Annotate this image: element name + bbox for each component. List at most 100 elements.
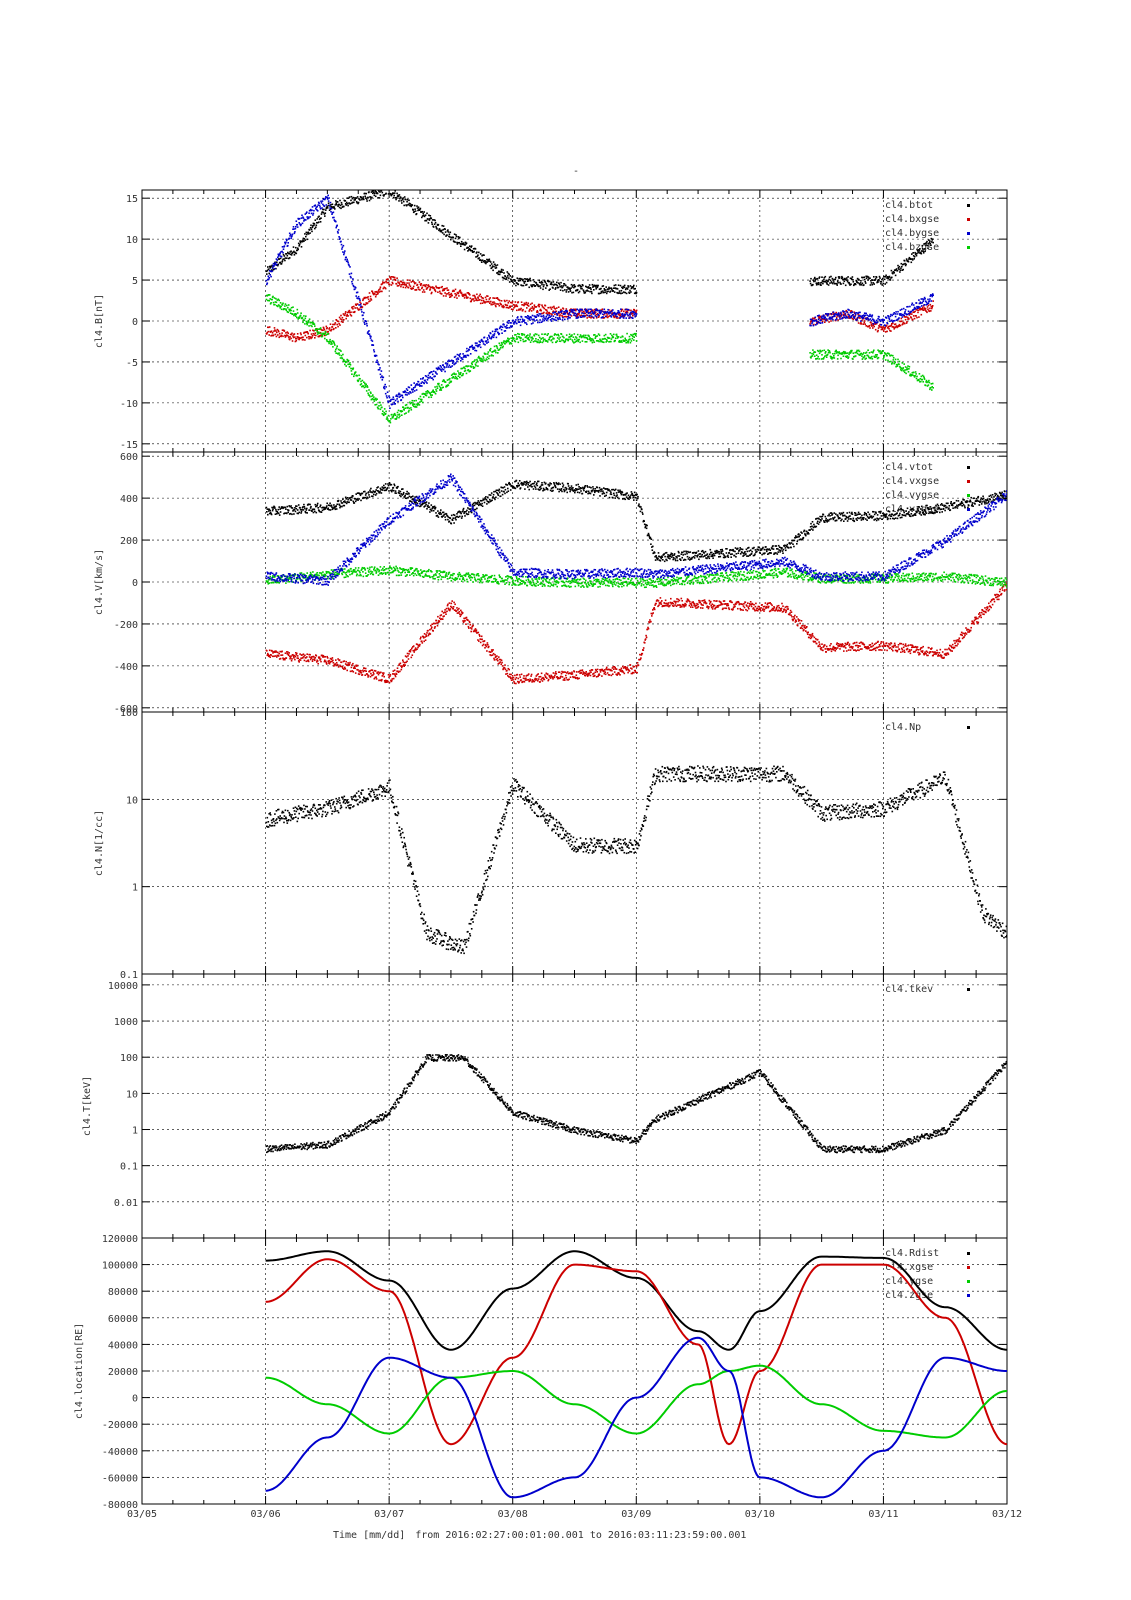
data-point (267, 326, 269, 329)
data-point (293, 232, 296, 235)
data-point (576, 339, 578, 341)
data-point (359, 378, 361, 380)
data-point (606, 311, 609, 313)
data-point (491, 497, 494, 499)
data-point (469, 346, 472, 348)
data-point (843, 350, 845, 353)
data-point (863, 321, 866, 324)
data-point (817, 321, 819, 323)
data-point (834, 352, 836, 355)
data-point (635, 332, 637, 335)
data-point (620, 315, 623, 318)
data-point (362, 385, 365, 387)
legend-label: cl4.vxgse (885, 476, 939, 487)
data-point (602, 290, 604, 292)
data-point (311, 206, 314, 208)
data-point (544, 281, 547, 283)
data-point (607, 312, 610, 314)
data-point (435, 390, 438, 392)
data-point (304, 239, 307, 241)
data-point (931, 307, 933, 310)
data-point (891, 322, 893, 325)
data-point (435, 367, 438, 370)
data-point (524, 340, 526, 343)
data-point (621, 312, 624, 315)
data-point (488, 258, 491, 261)
data-point (565, 315, 567, 318)
data-point (571, 291, 573, 294)
data-point (478, 501, 481, 504)
data-point (335, 348, 337, 351)
data-point (820, 284, 822, 286)
data-point (495, 496, 497, 499)
data-point (295, 220, 298, 222)
data-point (914, 375, 916, 377)
data-point (294, 340, 297, 343)
data-point (333, 341, 335, 344)
data-point (357, 492, 360, 494)
data-point (895, 319, 898, 321)
data-point (497, 493, 499, 495)
data-point (570, 315, 573, 317)
data-point (545, 315, 548, 318)
data-point (440, 370, 443, 372)
data-point (896, 326, 898, 329)
data-point (884, 324, 886, 327)
data-point (447, 289, 450, 291)
data-point (522, 284, 525, 287)
data-point (911, 253, 913, 255)
data-point (602, 313, 604, 315)
data-point (857, 315, 860, 317)
data-point (601, 291, 603, 294)
data-point (405, 493, 407, 495)
data-point (543, 279, 546, 282)
data-point (859, 282, 862, 284)
data-point (547, 333, 549, 335)
data-point (349, 362, 351, 364)
data-point (880, 352, 882, 355)
data-point (268, 512, 271, 515)
legend-marker (967, 508, 970, 511)
data-point (840, 352, 843, 354)
data-point (368, 496, 371, 498)
data-point (468, 349, 471, 351)
data-point (451, 373, 454, 375)
data-point (480, 360, 482, 363)
data-point (319, 217, 321, 220)
data-point (589, 287, 592, 289)
data-point (288, 513, 291, 515)
data-point (379, 288, 381, 290)
data-point (525, 339, 527, 342)
data-point (433, 287, 435, 289)
data-point (349, 266, 351, 268)
data-point (879, 319, 881, 321)
data-point (558, 490, 560, 493)
data-point (608, 286, 610, 289)
data-point (912, 252, 914, 254)
data-point (911, 302, 914, 305)
data-point (307, 216, 309, 218)
data-point (928, 381, 931, 384)
data-point (911, 318, 914, 321)
data-point (487, 259, 489, 261)
data-point (366, 332, 369, 334)
data-point (531, 318, 533, 321)
data-point (377, 490, 380, 492)
data-point (544, 338, 546, 341)
data-point (538, 303, 541, 306)
data-point (575, 340, 578, 343)
data-point (303, 238, 306, 240)
data-point (809, 282, 812, 285)
data-point (514, 487, 517, 490)
data-point (323, 208, 325, 211)
data-point (563, 336, 565, 339)
data-point (431, 286, 434, 288)
data-point (398, 200, 400, 202)
data-point (316, 329, 318, 332)
data-point (537, 341, 539, 343)
data-point (443, 288, 446, 290)
data-point (339, 505, 342, 508)
data-point (453, 290, 455, 292)
data-point (563, 283, 566, 285)
data-point (277, 329, 280, 332)
